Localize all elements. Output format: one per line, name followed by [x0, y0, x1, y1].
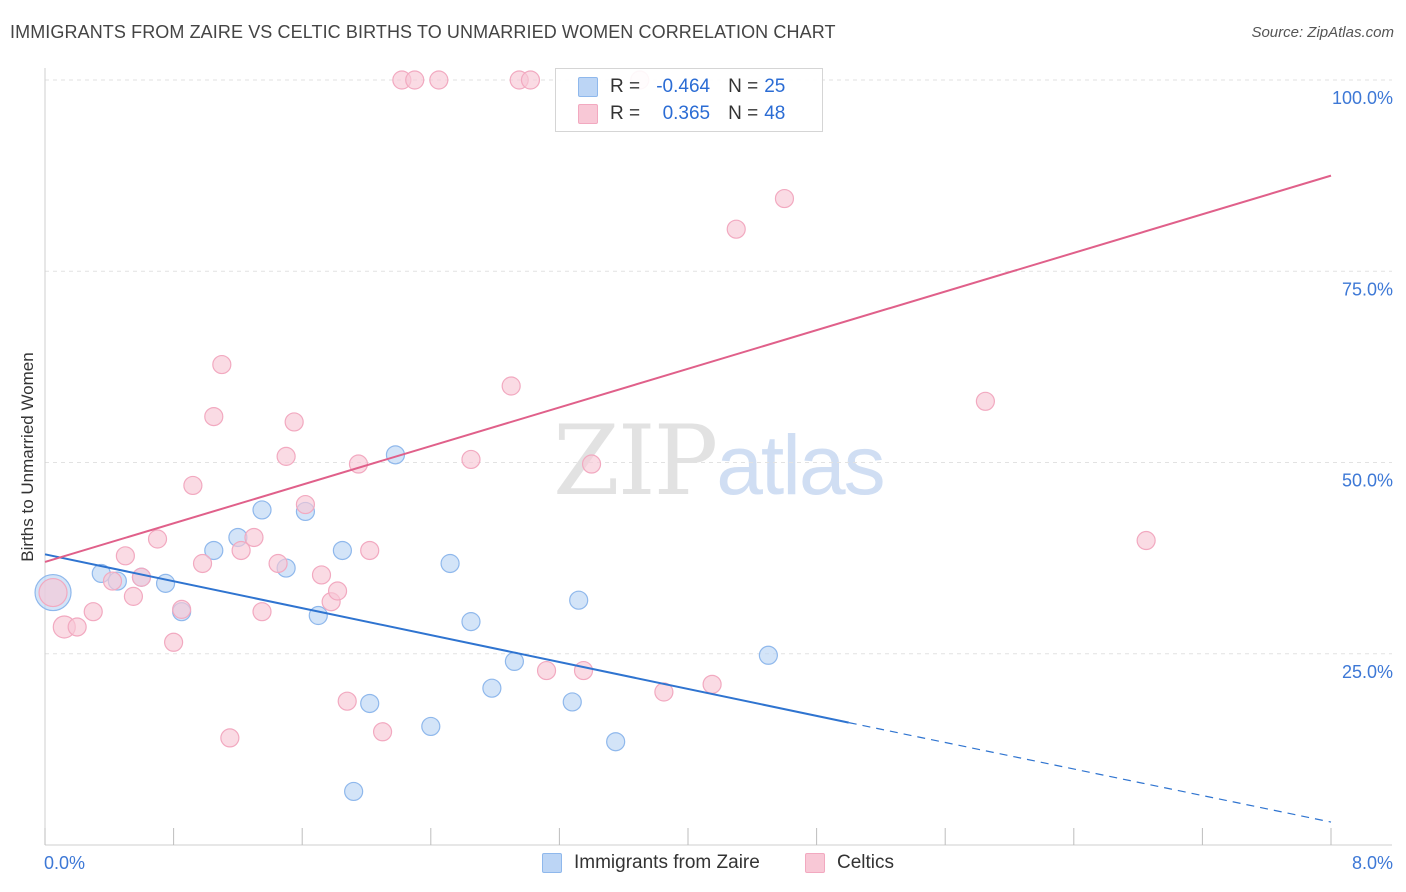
- celtics-point: [520, 70, 541, 90]
- celtics-point: [295, 494, 316, 515]
- celtics-point: [147, 529, 168, 549]
- celtics-point: [192, 553, 213, 574]
- celtics-point: [461, 449, 481, 470]
- y-tick-label: 100.0%: [1332, 88, 1393, 108]
- celtics-point: [284, 412, 304, 432]
- y-tick-label: 50.0%: [1342, 471, 1393, 491]
- zaire-point: [252, 500, 272, 520]
- watermark-atlas: atlas: [716, 418, 885, 512]
- legend-item-zaire[interactable]: Immigrants from Zaire: [542, 852, 760, 874]
- celtics-point: [311, 565, 332, 585]
- celtics-point: [67, 617, 87, 637]
- zaire-point: [562, 692, 582, 712]
- celtics-point: [220, 728, 240, 748]
- correlation-legend: R = -0.464 N = 25 R = 0.365 N = 48: [555, 68, 823, 132]
- zaire-point: [758, 645, 778, 665]
- legend-label-celtics: Celtics: [837, 852, 895, 873]
- trendline-zaire-extension: [848, 722, 1332, 823]
- celtics-point: [83, 602, 103, 622]
- watermark-zip: ZIP: [553, 405, 718, 517]
- celtics-point: [268, 553, 288, 574]
- zaire-point: [461, 612, 481, 632]
- celtics-point: [702, 674, 722, 694]
- legend-n-label: N =: [728, 103, 759, 124]
- zaire-point: [204, 540, 224, 561]
- zaire-point: [360, 693, 380, 714]
- celtics-point: [726, 219, 746, 239]
- celtics-point: [164, 632, 184, 652]
- zaire-point: [421, 716, 441, 737]
- watermark: ZIPatlas: [553, 405, 886, 517]
- celtics-point: [231, 540, 251, 561]
- celtics-point: [172, 599, 192, 619]
- y-tick-label: 25.0%: [1342, 662, 1393, 682]
- x-tick-label: 0.0%: [44, 853, 85, 873]
- zaire-point: [155, 573, 176, 593]
- legend-n-label: N =: [728, 76, 759, 97]
- celtics-point: [244, 527, 264, 548]
- celtics-point: [774, 188, 795, 209]
- legend-r-value: -0.464: [656, 76, 711, 97]
- legend-row-zaire: R = -0.464 N = 25: [578, 75, 785, 99]
- celtics-point: [38, 577, 68, 608]
- legend-n-value: 48: [764, 103, 786, 124]
- zaire-point: [332, 540, 352, 561]
- legend-label-zaire: Immigrants from Zaire: [574, 852, 760, 873]
- zaire-point: [504, 651, 524, 672]
- zaire-point: [569, 590, 589, 610]
- legend-swatch-zaire: [542, 853, 562, 873]
- trendline-zaire: [44, 553, 849, 724]
- celtics-point: [276, 446, 296, 466]
- celtics-point: [573, 660, 594, 681]
- celtics-point: [252, 602, 272, 622]
- celtics-point: [1136, 530, 1156, 551]
- celtics-point: [212, 354, 232, 375]
- celtics-point: [429, 70, 449, 90]
- celtics-point: [131, 567, 152, 587]
- source-label: Source: ZipAtlas.com: [1251, 24, 1394, 41]
- legend-swatch-celtics: [805, 853, 825, 873]
- celtics-point: [115, 546, 135, 566]
- celtics-point: [405, 70, 425, 90]
- celtics-point: [536, 660, 557, 681]
- legend-swatch-zaire: [578, 77, 598, 97]
- legend-swatch-celtics: [578, 104, 598, 124]
- trendline-celtics: [44, 174, 1332, 563]
- x-tick-label: 8.0%: [1352, 853, 1393, 873]
- celtics-point: [975, 391, 995, 411]
- chart-title: IMMIGRANTS FROM ZAIRE VS CELTIC BIRTHS T…: [10, 22, 836, 42]
- celtics-point: [501, 376, 521, 396]
- legend-r-label: R =: [610, 76, 641, 97]
- celtics-point: [360, 540, 380, 561]
- celtics-point: [123, 586, 144, 606]
- celtics-point: [183, 475, 203, 496]
- zaire-point: [606, 732, 626, 752]
- celtics-point: [327, 581, 348, 601]
- legend-row-celtics: R = 0.365 N = 48: [578, 102, 785, 126]
- legend-r-value: 0.365: [662, 103, 711, 124]
- zaire-point: [482, 678, 502, 698]
- celtics-point: [337, 691, 357, 711]
- legend-item-celtics[interactable]: Celtics: [805, 852, 894, 874]
- zaire-point: [344, 781, 364, 802]
- celtics-point: [581, 454, 602, 474]
- legend-n-value: 25: [764, 76, 786, 97]
- celtics-point: [102, 571, 123, 591]
- legend-r-label: R =: [610, 103, 641, 124]
- celtics-point: [372, 722, 393, 742]
- zaire-point: [440, 553, 460, 574]
- series-legend: Immigrants from Zaire Celtics: [0, 852, 1406, 878]
- celtics-point: [204, 407, 224, 427]
- y-tick-label: 75.0%: [1342, 279, 1393, 299]
